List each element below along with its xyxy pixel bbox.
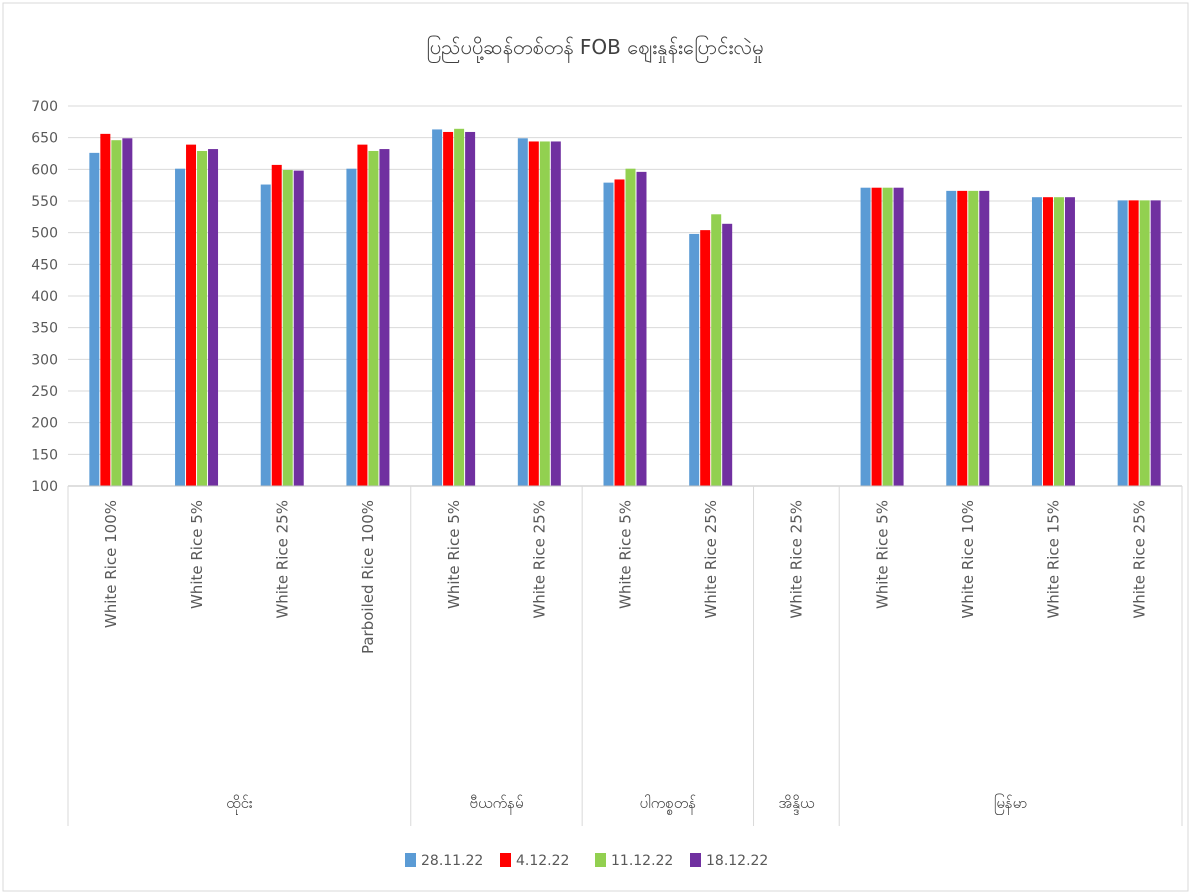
bar bbox=[968, 190, 979, 486]
bar bbox=[89, 152, 100, 486]
bar bbox=[1117, 200, 1128, 486]
bar bbox=[368, 150, 379, 486]
y-tick-label: 150 bbox=[31, 447, 58, 463]
category-axis: White Rice 100% White Rice 5% White Rice 2… bbox=[67, 485, 1183, 826]
group-label: မြန်မာ bbox=[994, 793, 1028, 815]
bar bbox=[443, 131, 454, 486]
bars bbox=[89, 128, 1161, 487]
bar bbox=[711, 214, 722, 487]
bar bbox=[346, 168, 357, 486]
bar bbox=[1150, 200, 1161, 486]
bar bbox=[700, 230, 711, 486]
bar bbox=[979, 190, 990, 486]
category-label: White Rice 25% bbox=[273, 500, 291, 619]
chart-title: ပြည်ပပို့ဆန်တစ်တန် FOB ဈေးနှုန်းပြောင်းလ… bbox=[426, 35, 763, 63]
y-tick-label: 650 bbox=[31, 131, 58, 147]
bar bbox=[379, 149, 390, 487]
legend-swatch bbox=[690, 853, 701, 867]
bar bbox=[689, 233, 700, 486]
bar bbox=[957, 190, 968, 486]
bar bbox=[293, 170, 304, 486]
bar bbox=[625, 168, 636, 486]
legend-swatch bbox=[595, 853, 606, 867]
category-label: White Rice 25% bbox=[702, 500, 720, 619]
y-tick-label: 100 bbox=[31, 479, 58, 495]
bar bbox=[357, 144, 368, 486]
y-tick-label: 200 bbox=[31, 416, 58, 432]
bar bbox=[432, 129, 443, 486]
y-tick-label: 600 bbox=[31, 162, 58, 178]
bar bbox=[260, 184, 271, 487]
bar bbox=[614, 179, 625, 486]
legend-swatch bbox=[500, 853, 511, 867]
bar bbox=[208, 149, 219, 487]
category-label: White Rice 25% bbox=[788, 500, 806, 619]
bar bbox=[539, 141, 550, 486]
category-label: White Rice 5% bbox=[188, 500, 206, 609]
bar bbox=[197, 150, 208, 486]
category-label: White Rice 15% bbox=[1045, 500, 1063, 619]
bar bbox=[1139, 200, 1150, 486]
bar bbox=[1128, 200, 1139, 486]
bar bbox=[454, 128, 465, 487]
category-label: White Rice 100% bbox=[102, 500, 120, 628]
y-axis-ticks: 100 150 200 250 300 350 400 450 500 550 600 650 700 bbox=[31, 99, 58, 495]
bar bbox=[550, 141, 561, 486]
bar bbox=[465, 131, 476, 486]
bar bbox=[1064, 197, 1075, 486]
group-label: ပါကစ္စတန် bbox=[640, 794, 697, 815]
y-tick-label: 300 bbox=[31, 352, 58, 368]
bar bbox=[175, 168, 186, 486]
legend-label: 28.11.22 bbox=[421, 853, 483, 869]
bar bbox=[186, 144, 197, 486]
group-label: ထိုင်း bbox=[226, 794, 253, 815]
group-label: ဗီယက်နမ် bbox=[469, 794, 523, 815]
category-label: White Rice 25% bbox=[1130, 500, 1148, 619]
bar bbox=[722, 223, 733, 487]
category-label: White Rice 25% bbox=[531, 500, 549, 619]
bar bbox=[528, 141, 539, 486]
y-tick-label: 700 bbox=[31, 99, 58, 115]
bar bbox=[517, 138, 528, 487]
category-label: Parboiled Rice 100% bbox=[359, 500, 377, 654]
y-tick-label: 350 bbox=[31, 321, 58, 337]
y-tick-label: 400 bbox=[31, 289, 58, 305]
y-tick-label: 250 bbox=[31, 384, 58, 400]
category-label: White Rice 5% bbox=[873, 500, 891, 609]
bar bbox=[271, 164, 282, 486]
legend-swatch bbox=[405, 853, 416, 867]
legend-label: 18.12.22 bbox=[706, 853, 768, 869]
bar bbox=[636, 171, 647, 486]
bar bbox=[111, 140, 122, 486]
bar bbox=[122, 138, 133, 487]
bar bbox=[282, 169, 293, 486]
bar bbox=[100, 133, 111, 486]
bar bbox=[893, 187, 904, 486]
category-label: White Rice 5% bbox=[616, 500, 634, 609]
y-tick-label: 450 bbox=[31, 257, 58, 273]
bar bbox=[1053, 197, 1064, 486]
y-tick-label: 550 bbox=[31, 194, 58, 210]
category-label: White Rice 10% bbox=[959, 500, 977, 619]
group-label: အိန္ဒိယ bbox=[778, 794, 814, 815]
category-label: White Rice 5% bbox=[445, 500, 463, 609]
bar bbox=[603, 182, 614, 486]
legend-label: 11.12.22 bbox=[611, 853, 673, 869]
bar bbox=[1042, 197, 1053, 486]
bar bbox=[1031, 197, 1042, 486]
bar bbox=[860, 187, 871, 486]
y-tick-label: 500 bbox=[31, 226, 58, 242]
legend-label: 4.12.22 bbox=[516, 853, 569, 869]
bar bbox=[946, 190, 957, 486]
bar bbox=[871, 187, 882, 486]
legend: 28.11.22 4.12.22 11.12.22 18.12.22 bbox=[405, 853, 768, 869]
bar bbox=[882, 187, 893, 486]
